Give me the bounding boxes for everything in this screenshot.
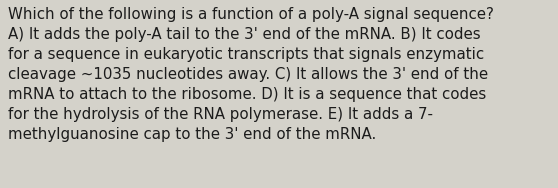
Text: Which of the following is a function of a poly-A signal sequence?
A) It adds the: Which of the following is a function of …: [8, 7, 494, 142]
